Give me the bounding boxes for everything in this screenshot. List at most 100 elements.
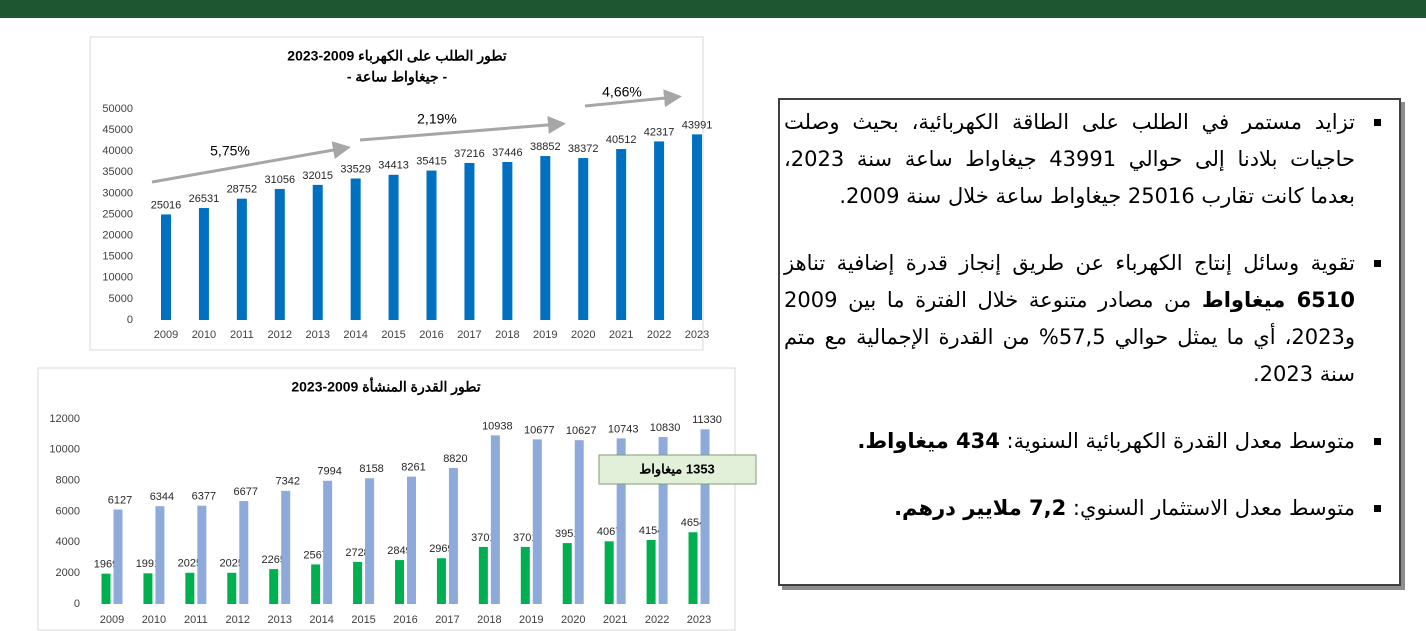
- data-label: 2969: [429, 543, 453, 555]
- data-label: 42317: [644, 126, 675, 138]
- bar: [692, 134, 703, 320]
- bar: [185, 572, 195, 604]
- annotation: 2,19%: [417, 111, 457, 127]
- bar: [502, 161, 513, 320]
- bar: [616, 149, 627, 320]
- data-label: 8820: [443, 453, 467, 465]
- bar: [658, 437, 668, 604]
- x-tick-label: 2018: [477, 614, 501, 626]
- data-label: 33529: [340, 163, 371, 175]
- bar: [311, 564, 321, 604]
- data-label: 38852: [530, 141, 561, 153]
- y-tick-label: 50000: [102, 103, 133, 115]
- trend-arrow: [359, 115, 566, 142]
- data-label: 35415: [416, 155, 447, 167]
- annotation-box: [598, 454, 757, 485]
- bar: [654, 141, 665, 320]
- y-tick-label: 6000: [56, 505, 80, 517]
- y-tick-label: 35000: [102, 166, 133, 178]
- y-tick-label: 12000: [49, 413, 80, 425]
- x-tick-label: 2016: [393, 614, 417, 626]
- x-tick-label: 2013: [305, 329, 329, 341]
- bar: [490, 435, 500, 604]
- x-tick-label: 2023: [687, 614, 711, 626]
- bullet: متوسط معدل القدرة الكهربائية السنوية: 43…: [784, 423, 1381, 460]
- y-tick-label: 10000: [102, 272, 133, 284]
- bar: [143, 573, 153, 604]
- data-label: 2567: [303, 549, 327, 561]
- bullet: تقوية وسائل إنتاج الكهرباء عن طريق إنجاز…: [784, 245, 1381, 393]
- bar: [113, 509, 123, 604]
- text-box: تزايد مستمر في الطلب على الطاقة الكهربائ…: [778, 98, 1401, 586]
- x-tick-label: 2022: [647, 329, 671, 341]
- bar: [464, 162, 475, 320]
- x-tick-label: 2020: [561, 614, 585, 626]
- bar: [197, 505, 207, 604]
- bar: [350, 178, 361, 320]
- y-tick-label: 2000: [56, 567, 80, 579]
- x-tick-label: 2015: [351, 614, 375, 626]
- bar: [101, 573, 111, 604]
- y-tick-label: 45000: [102, 124, 133, 136]
- data-label: 6377: [192, 491, 216, 503]
- bullet-text: 7,2 ملايير درهم.: [894, 496, 1067, 520]
- chart-subtitle: - جيغاواط ساعة -: [347, 69, 448, 86]
- bar: [562, 543, 572, 604]
- x-tick-label: 2011: [184, 614, 208, 626]
- data-label: 8158: [359, 463, 383, 475]
- trend-arrow: [151, 141, 351, 184]
- y-tick-label: 15000: [102, 251, 133, 263]
- bullet-text: من مصادر متنوعة خلال الفترة ما بين 2009 …: [784, 288, 1355, 386]
- y-tick-label: 8000: [56, 475, 80, 487]
- data-label: 10677: [524, 424, 555, 436]
- bar: [239, 501, 249, 604]
- bar: [646, 539, 656, 604]
- annotation: 5,75%: [210, 143, 250, 159]
- x-tick-label: 2016: [419, 329, 443, 341]
- x-tick-label: 2021: [609, 329, 633, 341]
- y-tick-label: 4000: [56, 536, 80, 548]
- x-tick-label: 2009: [154, 329, 178, 341]
- data-label: 3701: [513, 532, 537, 544]
- bullet-text: متوسط معدل القدرة الكهربائية السنوية:: [999, 429, 1355, 453]
- y-tick-label: 20000: [102, 230, 133, 242]
- bar: [407, 476, 417, 604]
- y-tick-label: 25000: [102, 208, 133, 220]
- x-tick-label: 2022: [645, 614, 669, 626]
- bar: [578, 158, 589, 320]
- bar: [688, 532, 698, 604]
- data-label: 26531: [189, 193, 220, 205]
- bar: [353, 561, 363, 604]
- x-tick-label: 2014: [309, 614, 333, 626]
- data-label: 6344: [150, 491, 174, 503]
- y-tick-label: 10000: [49, 444, 80, 456]
- x-tick-label: 2011: [230, 329, 254, 341]
- data-label: 32015: [302, 170, 333, 182]
- bar: [616, 438, 626, 604]
- y-tick-label: 0: [74, 598, 80, 610]
- bar: [540, 156, 551, 320]
- bar: [198, 208, 209, 320]
- bar: [155, 506, 165, 604]
- bar: [436, 558, 446, 604]
- bar: [269, 569, 279, 604]
- bar: [281, 490, 291, 604]
- data-label: 10830: [650, 422, 681, 434]
- data-label: 2025: [178, 558, 202, 570]
- bar: [274, 188, 285, 320]
- x-tick-label: 2015: [381, 329, 405, 341]
- data-label: 10743: [608, 423, 639, 435]
- bar: [448, 468, 458, 604]
- chart-frame: [37, 367, 736, 631]
- x-tick-label: 2012: [226, 614, 250, 626]
- x-tick-label: 2018: [495, 329, 519, 341]
- data-label: 37216: [454, 148, 485, 160]
- data-label: 2728: [345, 547, 369, 559]
- data-label: 2025: [220, 558, 244, 570]
- data-label: 4654: [681, 517, 705, 529]
- y-tick-label: 40000: [102, 145, 133, 157]
- bar: [574, 440, 584, 604]
- data-label: 7342: [275, 476, 299, 488]
